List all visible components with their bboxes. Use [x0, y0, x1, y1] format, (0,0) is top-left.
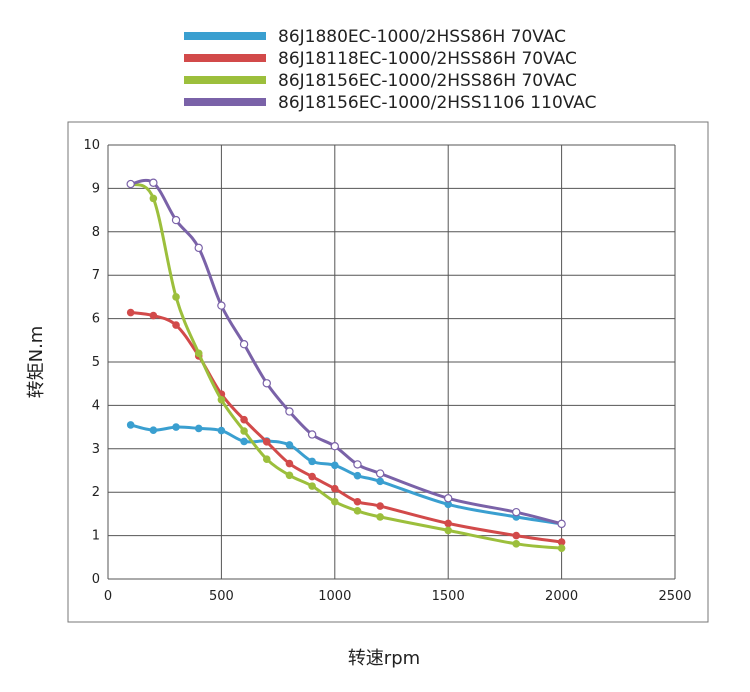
data-point [353, 460, 362, 469]
data-point [217, 395, 226, 404]
y-tick-label: 6 [92, 312, 100, 327]
y-tick-label: 0 [92, 572, 100, 587]
series-4 [126, 178, 566, 529]
data-point [149, 311, 158, 320]
y-tick-label: 3 [92, 442, 100, 457]
data-point [149, 426, 158, 434]
data-point [331, 484, 339, 493]
series-2 [126, 308, 566, 546]
legend-label: 86J18118EC-1000/2HSS86H 70VAC [278, 49, 577, 69]
data-point [557, 519, 566, 529]
data-point [444, 526, 453, 535]
data-point [171, 215, 181, 225]
data-point [217, 426, 226, 435]
data-point [126, 308, 135, 317]
data-point [285, 407, 294, 416]
tick-labels: 0 1 2 3 4 5 6 7 8 9 10 0 500 1000 1500 2000 2500 [83, 138, 691, 604]
data-point [126, 421, 135, 429]
data-point [512, 507, 521, 517]
data-point [149, 178, 158, 187]
data-point [239, 340, 249, 349]
legend-swatch [184, 98, 266, 106]
legend-label: 86J18156EC-1000/2HSS1106 110VAC [278, 93, 597, 113]
x-tick-label: 500 [209, 589, 234, 604]
legend-swatch [184, 54, 266, 62]
data-point [262, 379, 271, 388]
y-tick-label: 1 [92, 529, 100, 544]
y-tick-label: 2 [92, 485, 100, 500]
legend-swatch [184, 32, 266, 40]
data-point [262, 438, 271, 446]
data-point [444, 519, 453, 528]
y-tick-label: 8 [92, 225, 100, 240]
data-point [308, 472, 316, 481]
data-point [126, 179, 135, 189]
y-tick-label: 4 [92, 398, 100, 413]
grid [107, 144, 676, 580]
data-point [353, 507, 362, 515]
data-point [308, 482, 316, 490]
series-1 [126, 421, 566, 528]
data-point [285, 471, 294, 480]
y-tick-label: 10 [83, 138, 100, 153]
data-point [444, 494, 453, 503]
data-point [149, 194, 158, 203]
legend-item-2: 86J18118EC-1000/2HSS86H 70VAC [184, 49, 577, 69]
data-point [285, 441, 294, 449]
data-point [353, 497, 362, 506]
data-point [308, 457, 316, 466]
x-tick-label: 2000 [545, 589, 578, 604]
data-point [172, 423, 180, 431]
x-tick-label: 1000 [318, 589, 351, 604]
legend-item-4: 86J18156EC-1000/2HSS1106 110VAC [184, 93, 597, 113]
data-point [444, 500, 453, 509]
data-point [307, 430, 317, 439]
data-point [172, 321, 180, 329]
data-point [375, 469, 385, 478]
data-point [262, 455, 271, 464]
y-axis-title: 转矩N.m [26, 326, 47, 399]
series-group [126, 178, 566, 552]
data-point [512, 531, 521, 540]
data-point [194, 243, 203, 253]
legend: 86J1880EC-1000/2HSS86H 70VAC86J18118EC-1… [184, 27, 597, 113]
legend-label: 86J1880EC-1000/2HSS86H 70VAC [278, 27, 566, 47]
data-point [172, 293, 180, 301]
series-3 [126, 180, 566, 552]
legend-label: 86J18156EC-1000/2HSS86H 70VAC [278, 71, 577, 91]
x-tick-label: 0 [104, 589, 112, 604]
legend-item-1: 86J1880EC-1000/2HSS86H 70VAC [184, 27, 566, 47]
data-point [240, 427, 248, 435]
data-point [194, 424, 203, 433]
data-point [330, 441, 339, 451]
series-line [129, 182, 564, 550]
data-point [557, 538, 566, 546]
data-point [217, 301, 226, 310]
legend-item-3: 86J18156EC-1000/2HSS86H 70VAC [184, 71, 577, 91]
data-point [557, 544, 566, 552]
x-tick-label: 2500 [658, 589, 691, 604]
data-point [331, 497, 339, 506]
y-tick-label: 5 [92, 355, 100, 370]
data-point [331, 461, 339, 470]
data-point [285, 459, 294, 468]
data-point [194, 349, 203, 358]
x-tick-label: 1500 [432, 589, 465, 604]
data-point [376, 477, 384, 486]
x-axis-title: 转速rpm [348, 648, 420, 669]
data-point [240, 437, 248, 446]
data-point [512, 540, 521, 548]
data-point [353, 471, 362, 480]
data-point [376, 502, 384, 510]
legend-swatch [184, 76, 266, 84]
data-point [376, 513, 384, 521]
y-tick-label: 9 [92, 181, 100, 196]
y-tick-label: 7 [92, 268, 100, 283]
data-point [240, 415, 248, 424]
chart-frame [67, 121, 709, 623]
